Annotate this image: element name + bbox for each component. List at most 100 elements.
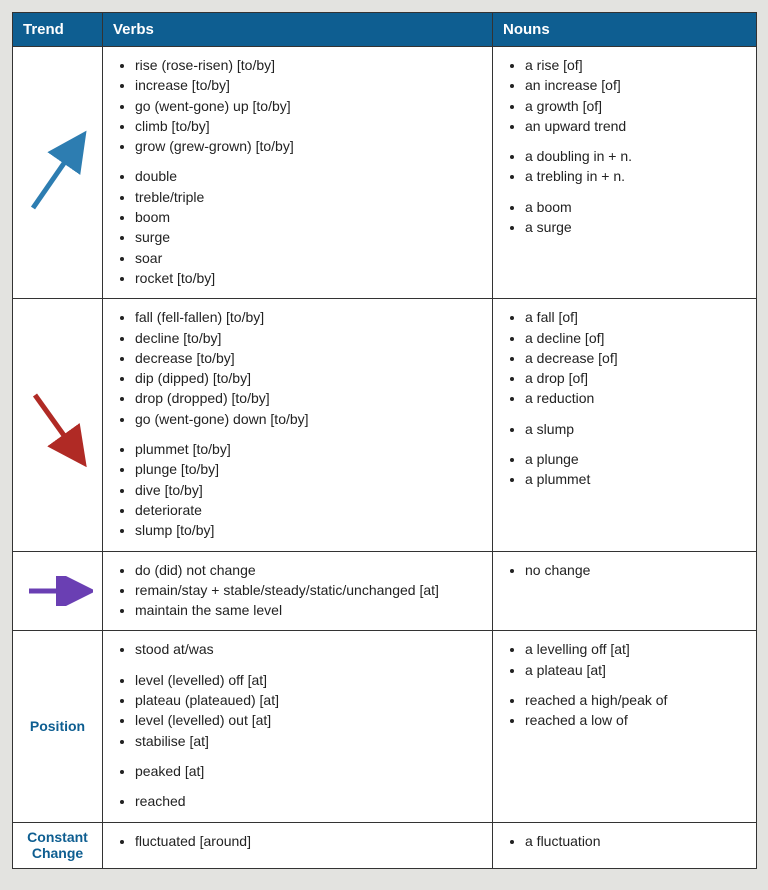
list-item: soar [135, 248, 482, 268]
list-item: a decline [of] [525, 328, 746, 348]
list-item: go (went-gone) up [to/by] [135, 96, 482, 116]
col-header-nouns: Nouns [493, 13, 757, 47]
table-row: Constant Change fluctuated [around] a fluc… [13, 822, 757, 869]
list-item: reached a low of [525, 710, 746, 730]
verbs-cell: do (did) not changeremain/stay + stable/… [103, 551, 493, 631]
trend-cell [13, 551, 103, 631]
list-item: stood at/was [135, 639, 482, 659]
list-item: do (did) not change [135, 560, 482, 580]
table-row: do (did) not changeremain/stay + stable/… [13, 551, 757, 631]
list-item: decrease [to/by] [135, 348, 482, 368]
list-item: increase [to/by] [135, 75, 482, 95]
list-item: a reduction [525, 388, 746, 408]
verbs-cell-group: stood at/was [113, 639, 482, 659]
list-item: a doubling in + n. [525, 146, 746, 166]
table-row: rise (rose-risen) [to/by]increase [to/by… [13, 47, 757, 299]
list-item: a surge [525, 217, 746, 237]
list-item: a fall [of] [525, 307, 746, 327]
list-item: reached [135, 791, 482, 811]
list-item: fluctuated [around] [135, 831, 482, 851]
list-item: level (levelled) out [at] [135, 710, 482, 730]
list-item: surge [135, 227, 482, 247]
list-item: deteriorate [135, 500, 482, 520]
list-item: a drop [of] [525, 368, 746, 388]
list-item: dive [to/by] [135, 480, 482, 500]
list-item: plummet [to/by] [135, 439, 482, 459]
verbs-cell-group: reached [113, 791, 482, 811]
trend-cell [13, 299, 103, 551]
list-item: stabilise [at] [135, 731, 482, 751]
nouns-cell: no change [493, 551, 757, 631]
list-item: a slump [525, 419, 746, 439]
list-item: climb [to/by] [135, 116, 482, 136]
nouns-cell: a fluctuation [493, 822, 757, 869]
trend-cell [13, 47, 103, 299]
table-row: fall (fell-fallen) [to/by]decline [to/by… [13, 299, 757, 551]
nouns-cell: a fall [of]a decline [of]a decrease [of]… [493, 299, 757, 551]
col-header-trend: Trend [13, 13, 103, 47]
nouns-cell-group: a slump [503, 419, 746, 439]
list-item: slump [to/by] [135, 520, 482, 540]
list-item: a plunge [525, 449, 746, 469]
nouns-cell-group: a booma surge [503, 197, 746, 238]
verbs-cell-group: plummet [to/by]plunge [to/by]dive [to/by… [113, 439, 482, 540]
verbs-cell-group: fall (fell-fallen) [to/by]decline [to/by… [113, 307, 482, 429]
list-item: boom [135, 207, 482, 227]
list-item: double [135, 166, 482, 186]
vocab-table-container: Trend Verbs Nouns rise (rose-risen) [to/… [12, 12, 756, 869]
nouns-cell-group: a fall [of]a decline [of]a decrease [of]… [503, 307, 746, 408]
list-item: a plummet [525, 469, 746, 489]
list-item: an increase [of] [525, 75, 746, 95]
col-header-verbs: Verbs [103, 13, 493, 47]
nouns-cell-group: a levelling off [at]a plateau [at] [503, 639, 746, 680]
nouns-cell-group: a doubling in + n.a trebling in + n. [503, 146, 746, 187]
verbs-cell-group: level (levelled) off [at]plateau (platea… [113, 670, 482, 751]
list-item: go (went-gone) down [to/by] [135, 409, 482, 429]
vocab-table: Trend Verbs Nouns rise (rose-risen) [to/… [12, 12, 757, 869]
list-item: an upward trend [525, 116, 746, 136]
list-item: peaked [at] [135, 761, 482, 781]
trend-cell: Position [13, 631, 103, 822]
list-item: drop (dropped) [to/by] [135, 388, 482, 408]
list-item: a plateau [at] [525, 660, 746, 680]
list-item: grow (grew-grown) [to/by] [135, 136, 482, 156]
list-item: a levelling off [at] [525, 639, 746, 659]
nouns-cell-group: a rise [of]an increase [of]a growth [of]… [503, 55, 746, 136]
nouns-cell: a rise [of]an increase [of]a growth [of]… [493, 47, 757, 299]
list-item: a boom [525, 197, 746, 217]
verbs-cell: rise (rose-risen) [to/by]increase [to/by… [103, 47, 493, 299]
verbs-cell: fluctuated [around] [103, 822, 493, 869]
verbs-cell-group: rise (rose-risen) [to/by]increase [to/by… [113, 55, 482, 156]
list-item: treble/triple [135, 187, 482, 207]
arrow-down-icon [23, 380, 93, 470]
list-item: no change [525, 560, 746, 580]
verbs-cell-group: doubletreble/tripleboomsurgesoarrocket [… [113, 166, 482, 288]
list-item: reached a high/peak of [525, 690, 746, 710]
nouns-cell: a levelling off [at]a plateau [at] reache… [493, 631, 757, 822]
arrow-up-icon [23, 128, 93, 218]
verbs-cell-group: peaked [at] [113, 761, 482, 781]
nouns-cell-group: reached a high/peak ofreached a low of [503, 690, 746, 731]
list-item: plunge [to/by] [135, 459, 482, 479]
list-item: a fluctuation [525, 831, 746, 851]
nouns-cell-group: a plungea plummet [503, 449, 746, 490]
list-item: a trebling in + n. [525, 166, 746, 186]
table-row: Position stood at/was level (levelled) off… [13, 631, 757, 822]
arrow-flat-icon [23, 576, 93, 606]
nouns-cell-group: no change [503, 560, 746, 580]
header-row: Trend Verbs Nouns [13, 13, 757, 47]
verbs-cell-group: do (did) not changeremain/stay + stable/… [113, 560, 482, 621]
list-item: rise (rose-risen) [to/by] [135, 55, 482, 75]
list-item: plateau (plateaued) [at] [135, 690, 482, 710]
verbs-cell-group: fluctuated [around] [113, 831, 482, 851]
list-item: fall (fell-fallen) [to/by] [135, 307, 482, 327]
list-item: level (levelled) off [at] [135, 670, 482, 690]
list-item: a rise [of] [525, 55, 746, 75]
trend-cell: Constant Change [13, 822, 103, 869]
list-item: remain/stay + stable/steady/static/uncha… [135, 580, 482, 600]
verbs-cell: fall (fell-fallen) [to/by]decline [to/by… [103, 299, 493, 551]
list-item: decline [to/by] [135, 328, 482, 348]
nouns-cell-group: a fluctuation [503, 831, 746, 851]
verbs-cell: stood at/was level (levelled) off [at]pla… [103, 631, 493, 822]
list-item: rocket [to/by] [135, 268, 482, 288]
